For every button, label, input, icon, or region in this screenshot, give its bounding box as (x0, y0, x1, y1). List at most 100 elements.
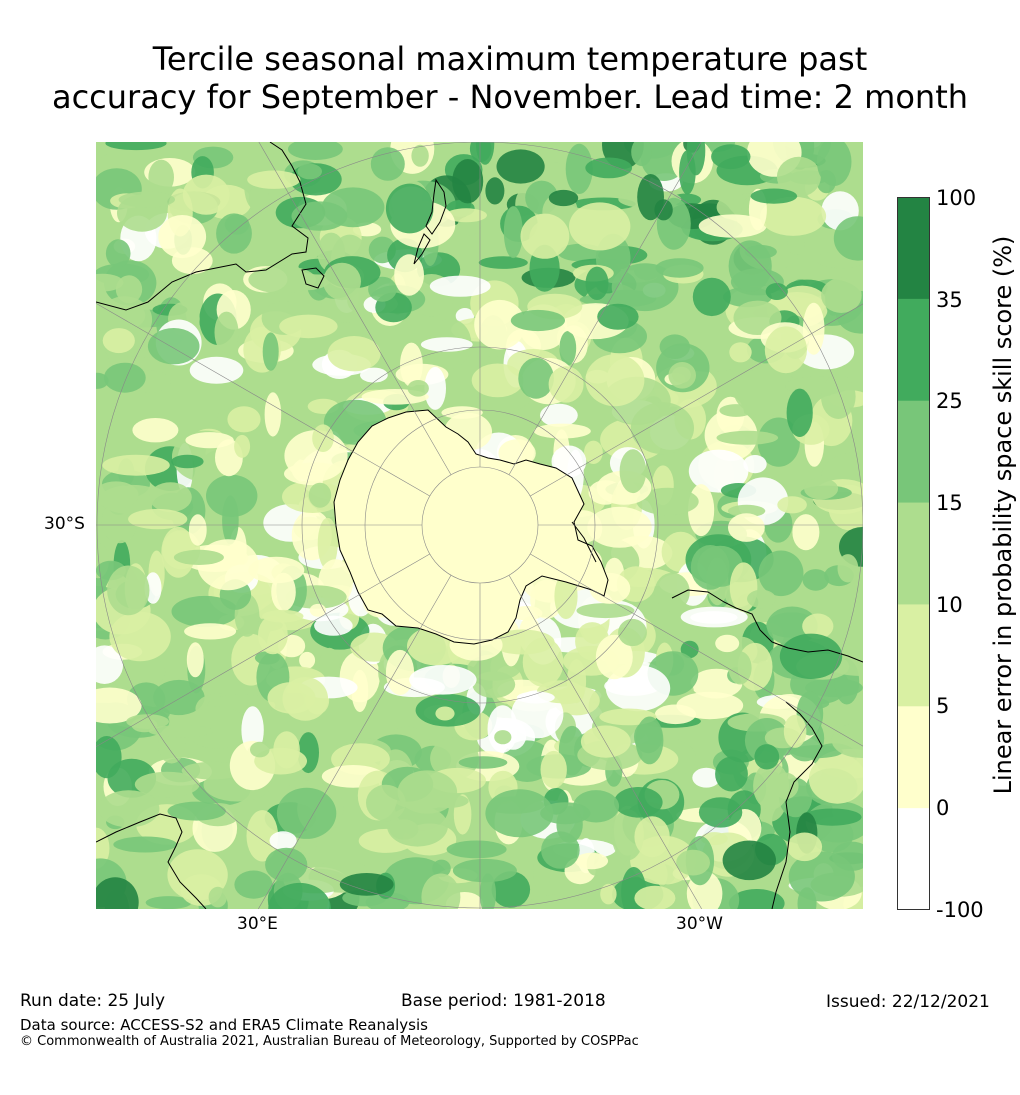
skill-patch (105, 239, 131, 268)
skill-patch (764, 326, 808, 374)
skill-patch (420, 337, 473, 352)
skill-patch (105, 142, 167, 151)
skill-patch (832, 841, 863, 871)
skill-patch (134, 771, 200, 798)
skill-patch (585, 266, 609, 300)
lon-label-30e: 30°E (237, 914, 278, 934)
skill-patch (458, 756, 508, 769)
skill-patch (234, 870, 273, 899)
skill-patch (487, 705, 518, 753)
skill-patch (635, 716, 664, 765)
skill-patch (173, 549, 224, 565)
skill-patch (716, 430, 779, 445)
skill-patch (587, 506, 652, 548)
colorbar-tick-35: 35 (936, 288, 963, 312)
meridian-line (96, 302, 430, 497)
skill-patch (511, 606, 543, 621)
skill-patch (96, 877, 139, 909)
skill-patch (299, 651, 316, 669)
skill-patch (118, 191, 175, 208)
skill-patch (409, 665, 477, 695)
skill-patch (698, 797, 743, 828)
skill-patch (214, 311, 239, 353)
skill-patch (503, 206, 523, 259)
skill-patch (248, 556, 305, 584)
skill-patch (475, 142, 495, 165)
colorbar-tick-100: 100 (936, 186, 977, 210)
skill-patch (276, 787, 337, 839)
skill-patch (533, 423, 591, 439)
skill-patch (96, 142, 110, 158)
skill-patch (96, 481, 139, 509)
map-canvas (96, 142, 863, 909)
skill-patch (747, 589, 776, 609)
skill-patch (518, 357, 554, 399)
skill-patch (715, 634, 740, 653)
meridian-line (530, 303, 863, 497)
skill-patch (167, 801, 226, 821)
skill-patch (728, 889, 785, 909)
skill-patch (288, 142, 343, 160)
skill-patch (102, 454, 170, 476)
skill-patch (452, 159, 484, 204)
skill-patch (821, 374, 856, 419)
skill-patch (148, 725, 214, 738)
skill-patch (719, 404, 753, 417)
colorbar-tick-0: 0 (936, 796, 950, 820)
skill-patch (802, 808, 862, 826)
run-date: Run date: 25 July (20, 991, 166, 1011)
skill-patch (680, 640, 699, 659)
skill-patch (584, 440, 603, 464)
skill-patch (246, 810, 279, 862)
skill-patch (474, 299, 526, 350)
skill-patch (821, 277, 862, 313)
skill-patch (634, 816, 670, 858)
lon-label-30w: 30°W (676, 914, 723, 934)
skill-patch (688, 449, 749, 493)
skill-patch (317, 517, 338, 570)
skill-patch (753, 762, 790, 810)
skill-patch (397, 770, 458, 814)
skill-patch (149, 482, 192, 513)
skill-patch (445, 208, 487, 223)
skill-patch (197, 539, 259, 591)
skill-patch (216, 213, 252, 254)
skill-patch (148, 159, 174, 195)
skill-patch (158, 215, 207, 259)
skill-patch (171, 454, 204, 469)
skill-patch (366, 784, 406, 822)
skill-patch (540, 750, 567, 789)
skill-patch (551, 445, 587, 478)
skill-patch (351, 669, 369, 713)
skill-patch (783, 714, 807, 748)
skill-patch (600, 883, 617, 905)
skill-patch (743, 455, 767, 474)
chart-title: Tercile seasonal maximum temperature pas… (51, 40, 969, 116)
skill-patch (510, 309, 565, 332)
skill-patch (611, 263, 679, 312)
coastlines (96, 142, 863, 909)
skill-patch (132, 418, 179, 443)
skill-patch (792, 514, 820, 551)
colorbar-segment (897, 706, 930, 809)
skill-patch (186, 642, 204, 678)
skill-patch (368, 276, 397, 302)
meridian-line (508, 575, 703, 909)
skill-patch (808, 754, 863, 804)
skill-patch (161, 526, 196, 578)
skill-patch (575, 852, 609, 870)
skill-patch (262, 332, 279, 371)
issued-date: Issued: 22/12/2021 (826, 992, 990, 1012)
skill-score-map: 30°S 30°E 30°W (44, 142, 863, 934)
skill-patch (115, 275, 143, 304)
lat-label-30s: 30°S (44, 514, 85, 534)
skill-patch (107, 565, 150, 616)
skill-patch (733, 368, 799, 416)
skill-patch (776, 156, 821, 197)
skill-patch (227, 406, 261, 433)
skill-patch (541, 831, 580, 869)
graticule (96, 142, 863, 909)
skill-patch (654, 572, 690, 612)
skill-patch (727, 504, 766, 518)
skill-patch (787, 234, 805, 255)
